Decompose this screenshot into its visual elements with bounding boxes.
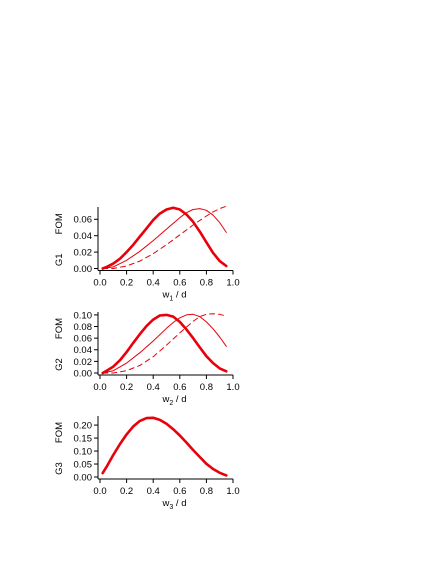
x-tick-label: 0.4: [147, 486, 160, 497]
x-tick-label: 0.2: [120, 382, 133, 393]
panel-label: G3: [54, 462, 65, 475]
y-tick-label: 0.08: [74, 322, 93, 333]
panel-label: G2: [54, 358, 65, 371]
series-line-thick: [101, 416, 228, 477]
y-tick-label: 0.10: [74, 446, 93, 457]
x-tick-label: 0.4: [147, 278, 160, 289]
panel-label: G1: [54, 253, 65, 266]
x-tick-label: 1.0: [226, 278, 239, 289]
x-tick-label: 0.0: [93, 486, 106, 497]
x-tick-label: 0.8: [200, 486, 213, 497]
y-tick-label: 0.10: [74, 310, 93, 321]
y-tick-label: 0.15: [74, 433, 93, 444]
series-line-thick: [101, 313, 228, 375]
y-axis-label: FOM: [54, 422, 65, 443]
x-tick-label: 0.0: [93, 382, 106, 393]
series-line-thick: [101, 206, 228, 270]
y-tick-label: 0.00: [74, 368, 93, 379]
y-tick-label: 0.06: [74, 334, 93, 345]
x-tick-label: 0.8: [200, 278, 213, 289]
x-axis-label: w2 / d: [162, 394, 187, 407]
series-line-dashed: [102, 313, 227, 374]
panel-g1: 0.0 0.2 0.4 0.6 0.8 1.0 0.00 0.02 0.04 0.06 w1 / d…: [54, 205, 240, 303]
x-tick-label: 0.0: [93, 278, 106, 289]
x-tick-label: 0.6: [173, 486, 186, 497]
series-line-thin: [102, 208, 227, 269]
y-tick-label: 0.04: [74, 231, 93, 242]
series-line-dashed: [102, 205, 227, 269]
x-tick-label: 0.4: [147, 382, 160, 393]
x-tick-label: 0.6: [173, 382, 186, 393]
x-tick-label: 1.0: [226, 486, 239, 497]
panel-g2: 0.0 0.2 0.4 0.6 0.8 1.0 0.000.020.040.060.080.…: [54, 310, 240, 407]
x-axis-label: w3 / d: [162, 498, 187, 511]
x-tick-label: 0.6: [173, 278, 186, 289]
series-line-thin: [102, 313, 227, 374]
y-tick-label: 0.04: [74, 345, 93, 356]
y-tick-label: 0.02: [74, 248, 93, 259]
panel-g3: 0.0 0.2 0.4 0.6 0.8 1.0 0.00 0.05 0.10 0.15 0.20 w3…: [54, 416, 240, 511]
y-axis-label: FOM: [54, 318, 65, 339]
y-tick-label: 0.20: [74, 420, 93, 431]
y-axis-label: FOM: [54, 213, 65, 234]
y-tick-label: 0.00: [74, 472, 93, 483]
y-tick-label: 0.02: [74, 357, 93, 368]
y-tick-label: 0.05: [74, 459, 93, 470]
x-axis-label: w1 / d: [162, 290, 187, 303]
x-tick-label: 0.2: [120, 278, 133, 289]
x-tick-label: 0.8: [200, 382, 213, 393]
y-tick-label: 0.00: [74, 264, 93, 275]
x-tick-label: 0.2: [120, 486, 133, 497]
x-tick-label: 1.0: [226, 382, 239, 393]
y-tick-label: 0.06: [74, 215, 93, 226]
